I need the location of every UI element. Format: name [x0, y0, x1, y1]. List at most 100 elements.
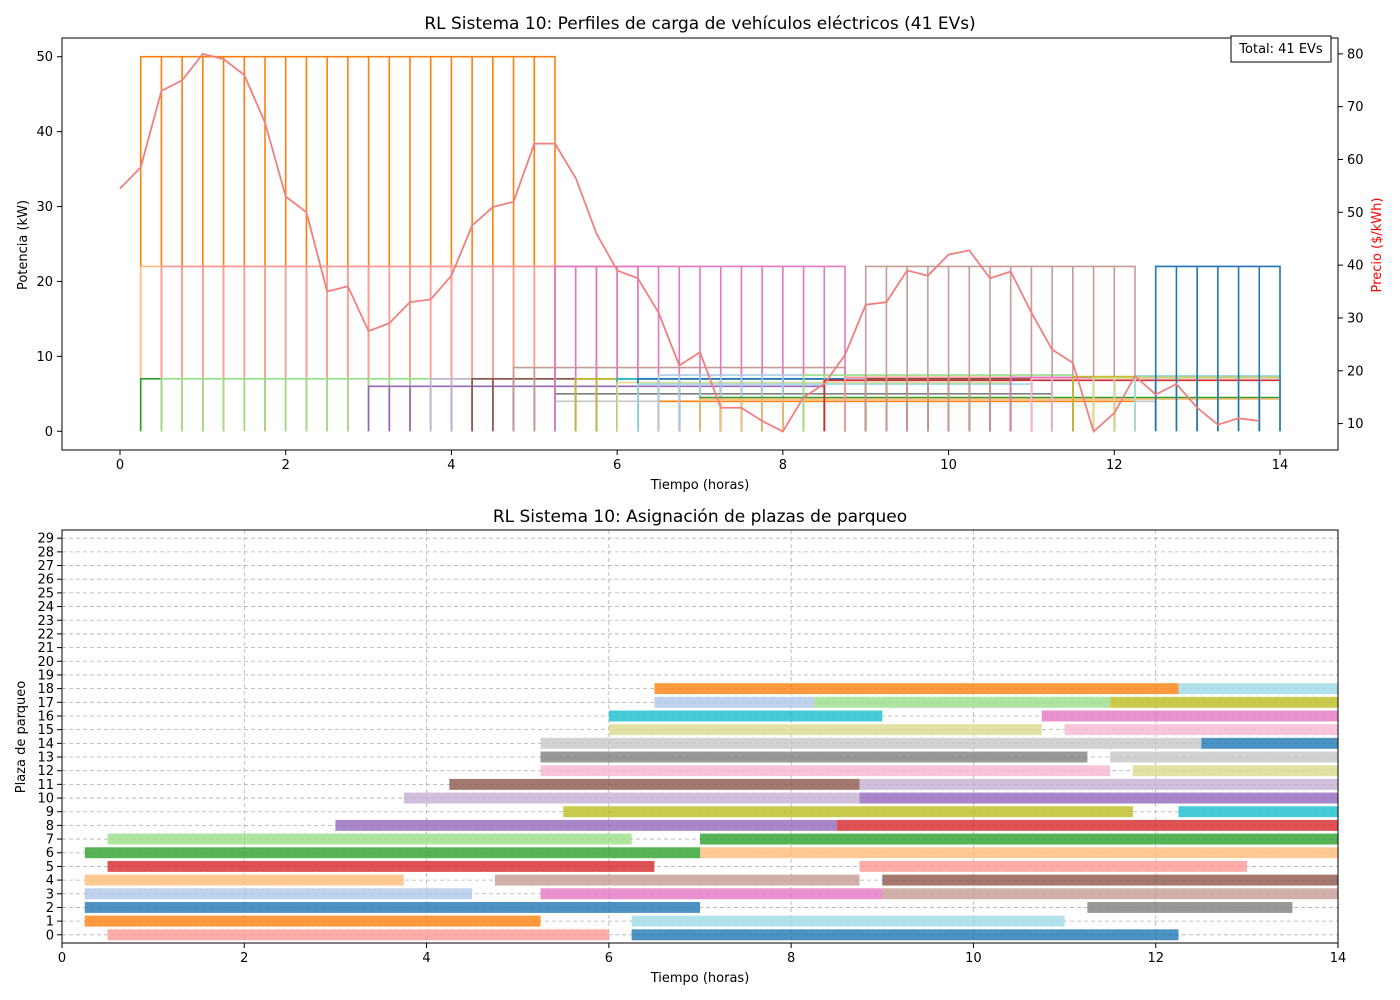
parking-bar-12 [107, 860, 655, 872]
parking-bar-4 [84, 901, 701, 913]
parking-assignment-chart: RL Sistema 10: Asignación de plazas de p… [14, 507, 1346, 986]
parking-bar-27 [1132, 765, 1338, 777]
parking-bar-17 [700, 833, 1338, 845]
bottom-x-axis-label: Tiempo (horas) [650, 971, 750, 986]
bottom-x-tick-label: 4 [422, 951, 430, 966]
bottom-x-tick-label: 0 [58, 951, 66, 966]
top-y2-tick-label: 70 [1347, 100, 1364, 115]
parking-bar-26 [540, 765, 1111, 777]
top-axes-frame [61, 37, 1339, 451]
bottom-y-tick-label: 16 [37, 709, 54, 724]
bottom-y-tick-label: 6 [46, 846, 54, 861]
top-chart-title: RL Sistema 10: Perfiles de carga de vehí… [424, 14, 975, 34]
top-plot-area: 0 2 4 6 8 10 12 14 0 10 20 30 40 50 10 20 30 40 50 60 70 80 [36, 37, 1364, 473]
parking-bar-5 [1087, 901, 1293, 913]
parking-bar-0 [107, 929, 609, 941]
parking-bar-23 [859, 792, 1338, 804]
bottom-y-tick-label: 26 [37, 573, 54, 588]
bottom-plot-area: 0 2 4 6 8 10 12 1401234567891011121314151617181… [37, 529, 1346, 966]
bottom-axes-frame [61, 529, 1339, 944]
top-y2-tick-label: 60 [1347, 153, 1364, 168]
bottom-y-tick-label: 14 [37, 737, 54, 752]
parking-bar-24 [449, 778, 860, 790]
top-x-tick-label: 0 [116, 458, 124, 473]
parking-bar-1 [631, 929, 1179, 941]
top-y2-tick-label: 50 [1347, 206, 1364, 221]
top-x-tick-label: 6 [613, 458, 621, 473]
bottom-y-tick-label: 24 [37, 600, 54, 615]
bottom-y-tick-label: 1 [46, 915, 54, 930]
total-evs-annotation: Total: 41 EVs [1230, 35, 1332, 63]
ev-profile-11 [554, 265, 846, 432]
top-marks [119, 52, 1281, 434]
bottom-y-tick-label: 3 [46, 887, 54, 902]
top-x-tick-label: 12 [1106, 458, 1123, 473]
top-x-tick-label: 14 [1272, 458, 1289, 473]
top-x-tick-label: 4 [447, 458, 455, 473]
parking-bar-10 [494, 874, 860, 886]
bottom-y-tick-label: 5 [46, 860, 54, 875]
bottom-y-axis-label: Plaza de parqueo [14, 681, 29, 794]
bottom-y-tick-label: 19 [37, 668, 54, 683]
bottom-y-tick-label: 29 [37, 532, 54, 547]
parking-bar-8 [882, 888, 1338, 900]
price-line [119, 52, 1260, 434]
parking-bar-31 [1201, 737, 1338, 749]
parking-bar-22 [403, 792, 860, 804]
top-y2-tick-label: 80 [1347, 47, 1364, 62]
bottom-y-tick-label: 20 [37, 655, 54, 670]
parking-bar-34 [608, 710, 883, 722]
parking-bar-14 [84, 847, 701, 859]
bottom-x-tick-label: 12 [1147, 951, 1164, 966]
parking-bar-35 [1041, 710, 1338, 722]
parking-bar-36 [654, 696, 814, 708]
parking-bar-21 [1178, 806, 1338, 818]
bottom-y-tick-label: 10 [37, 792, 54, 807]
parking-bar-9 [84, 874, 404, 886]
parking-bar-3 [631, 915, 1065, 927]
parking-bar-15 [700, 847, 1338, 859]
bottom-y-tick-label: 7 [46, 833, 54, 848]
top-y-tick-label: 50 [36, 50, 53, 65]
bottom-y-tick-label: 11 [37, 778, 54, 793]
parking-bar-39 [654, 683, 1179, 695]
top-y-tick-label: 10 [36, 350, 53, 365]
parking-bar-25 [859, 778, 1338, 790]
top-y-tick-label: 0 [45, 425, 53, 440]
bottom-y-tick-label: 21 [37, 641, 54, 656]
ev-profile-30 [1092, 377, 1281, 432]
top-y2-tick-label: 40 [1347, 259, 1364, 274]
top-y2-axis-label: Precio ($/kWh) [1370, 198, 1385, 293]
parking-bar-37 [813, 696, 1111, 708]
parking-bar-38 [1110, 696, 1338, 708]
parking-bar-13 [859, 860, 1247, 872]
bottom-chart-title: RL Sistema 10: Asignación de plazas de p… [493, 507, 907, 527]
bottom-y-tick-label: 18 [37, 682, 54, 697]
charging-profiles-chart: RL Sistema 10: Perfiles de carga de vehí… [16, 14, 1385, 493]
top-y2-tick-label: 30 [1347, 311, 1364, 326]
top-y-axis-label: Potencia (kW) [16, 200, 31, 290]
parking-bar-16 [107, 833, 632, 845]
bottom-x-tick-label: 8 [787, 951, 795, 966]
bottom-y-tick-label: 9 [46, 805, 54, 820]
bottom-y-tick-label: 4 [46, 874, 54, 889]
bottom-y-tick-label: 8 [46, 819, 54, 834]
top-y2-tick-label: 10 [1347, 417, 1364, 432]
bottom-y-tick-label: 12 [37, 764, 54, 779]
top-y-tick-label: 30 [36, 200, 53, 215]
bottom-y-tick-label: 28 [37, 545, 54, 560]
bottom-x-tick-label: 6 [605, 951, 613, 966]
top-x-tick-label: 10 [940, 458, 957, 473]
bottom-y-tick-label: 17 [37, 696, 54, 711]
bottom-y-tick-label: 23 [37, 614, 54, 629]
parking-bar-19 [836, 819, 1338, 831]
top-x-tick-label: 8 [779, 458, 787, 473]
top-y-tick-label: 20 [36, 275, 53, 290]
parking-bar-7 [540, 888, 883, 900]
parking-bar-11 [882, 874, 1338, 886]
parking-bar-18 [335, 819, 837, 831]
top-y-tick-label: 40 [36, 125, 53, 140]
parking-bar-29 [1110, 751, 1338, 763]
